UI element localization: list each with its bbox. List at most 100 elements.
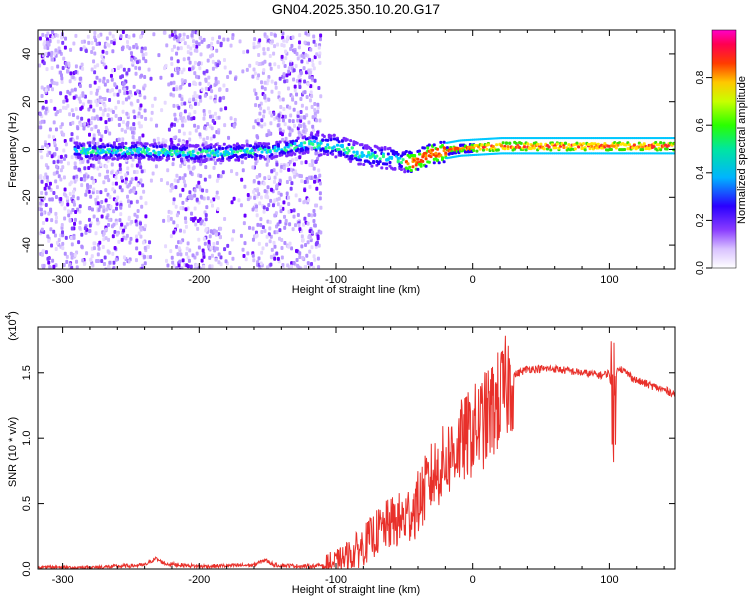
spectrogram-noise-cell bbox=[313, 174, 317, 179]
spectrogram-noise-cell bbox=[38, 112, 42, 117]
spectrogram-noise-cell bbox=[180, 101, 184, 106]
spectrogram-noise-cell bbox=[255, 175, 259, 180]
spectrogram-band-cell bbox=[564, 141, 568, 145]
spectrogram-noise-cell bbox=[120, 47, 124, 52]
spectrogram-noise-cell bbox=[90, 254, 94, 259]
spectrogram-noise-cell bbox=[174, 135, 178, 140]
spectrogram-noise-cell bbox=[252, 258, 256, 263]
spectrogram-noise-cell bbox=[226, 243, 230, 248]
spectrogram-noise-cell bbox=[166, 181, 170, 186]
spectrogram-band-cell bbox=[358, 158, 362, 162]
spectrogram-band-cell bbox=[418, 149, 422, 153]
spectrogram-halo-cell bbox=[570, 152, 574, 155]
spectrogram-band-cell bbox=[427, 160, 431, 164]
spectrogram-halo-cell bbox=[570, 137, 574, 140]
spectrogram-noise-cell bbox=[279, 105, 283, 110]
spectrogram-band-cell bbox=[221, 159, 225, 163]
spectrogram-band-cell bbox=[324, 147, 328, 151]
spectrogram-noise-cell bbox=[141, 30, 145, 35]
spectrogram-noise-cell bbox=[59, 159, 63, 164]
spectrogram-noise-cell bbox=[64, 142, 68, 147]
spectrogram-noise-cell bbox=[54, 32, 58, 37]
spectrogram-noise-cell bbox=[215, 178, 219, 183]
spectrogram-noise-cell bbox=[104, 164, 108, 169]
spectrogram-halo-cell bbox=[599, 137, 603, 140]
spectrogram-halo-cell bbox=[619, 152, 623, 155]
spectrogram-noise-cell bbox=[176, 46, 180, 51]
spectrogram-noise-cell bbox=[87, 166, 91, 171]
spectrogram-xlabel: Height of straight line (km) bbox=[292, 284, 420, 296]
spectrogram-noise-cell bbox=[110, 77, 114, 82]
spectrogram-band-cell bbox=[345, 154, 349, 158]
spectrogram-noise-cell bbox=[120, 127, 124, 132]
spectrogram-noise-cell bbox=[300, 103, 304, 108]
spectrogram-noise-cell bbox=[318, 37, 322, 42]
spectrogram-noise-cell bbox=[253, 71, 257, 76]
spectrogram-band-cell bbox=[500, 144, 504, 148]
spectrogram-noise-cell bbox=[251, 74, 255, 79]
spectrogram-halo-cell bbox=[523, 137, 527, 140]
spectrogram-noise-cell bbox=[100, 54, 104, 59]
spectrogram-noise-cell bbox=[319, 94, 323, 99]
spectrogram-noise-cell bbox=[44, 33, 48, 38]
spectrogram-halo-cell bbox=[531, 137, 535, 140]
spectrogram-noise-cell bbox=[295, 92, 299, 97]
spectrogram-band-cell bbox=[103, 145, 107, 149]
spectrogram-band-cell bbox=[390, 155, 394, 159]
spectrogram-noise-cell bbox=[289, 264, 293, 269]
spectrogram-noise-cell bbox=[284, 218, 288, 223]
spectrogram-noise-cell bbox=[50, 65, 54, 70]
spectrogram-noise-cell bbox=[252, 45, 256, 50]
spectrogram-band-cell bbox=[414, 163, 418, 167]
spectrogram-noise-cell bbox=[285, 191, 289, 196]
spectrogram-noise-cell bbox=[285, 179, 289, 184]
spectrogram-band-cell bbox=[508, 141, 512, 145]
spectrogram-halo-cell bbox=[562, 152, 566, 155]
spectrogram-noise-cell bbox=[141, 52, 145, 57]
spectrogram-noise-cell bbox=[104, 129, 108, 134]
spectrogram-noise-cell bbox=[277, 118, 281, 123]
spectrogram-noise-cell bbox=[173, 30, 177, 35]
spectrogram-band-cell bbox=[275, 154, 279, 158]
spectrogram-halo-cell bbox=[572, 152, 576, 155]
spectrogram-noise-cell bbox=[294, 64, 298, 69]
spectrogram-noise-cell bbox=[44, 99, 48, 104]
spectrogram-noise-cell bbox=[64, 193, 68, 198]
spectrogram-halo-cell bbox=[584, 137, 588, 140]
spectrogram-noise-cell bbox=[105, 36, 109, 41]
spectrogram-noise-cell bbox=[256, 188, 260, 193]
spectrogram-noise-cell bbox=[125, 222, 129, 227]
spectrogram-noise-cell bbox=[169, 210, 173, 215]
spectrogram-noise-cell bbox=[235, 171, 239, 176]
spectrogram-noise-cell bbox=[182, 57, 186, 62]
spectrogram-noise-cell bbox=[182, 229, 186, 234]
spectrogram-noise-cell bbox=[196, 226, 200, 231]
spectrogram-noise-cell bbox=[117, 65, 121, 70]
spectrogram-noise-cell bbox=[287, 244, 291, 249]
spectrogram-noise-cell bbox=[73, 161, 77, 166]
spectrogram-noise-cell bbox=[172, 44, 176, 49]
spectrogram-band-cell bbox=[439, 153, 443, 157]
spectrogram-noise-cell bbox=[275, 184, 279, 189]
spectrogram-noise-cell bbox=[292, 261, 296, 266]
spectrogram-halo-cell bbox=[627, 137, 631, 140]
spectrogram-noise-cell bbox=[312, 166, 316, 171]
spectrogram-band-cell bbox=[175, 146, 179, 150]
spectrogram-band-cell bbox=[577, 145, 581, 149]
spectrogram-noise-cell bbox=[313, 111, 317, 116]
spectrogram-noise-cell bbox=[99, 137, 103, 142]
spectrogram-halo-cell bbox=[521, 137, 525, 140]
spectrogram-noise-cell bbox=[162, 30, 166, 35]
spectrogram-noise-cell bbox=[127, 259, 131, 264]
spectrogram-noise-cell bbox=[259, 261, 263, 266]
spectrogram-noise-cell bbox=[61, 233, 65, 238]
spectrogram-noise-cell bbox=[104, 198, 108, 203]
spectrogram-band-cell bbox=[424, 157, 428, 161]
spectrogram-noise-cell bbox=[298, 173, 302, 178]
spectrogram-noise-cell bbox=[75, 135, 79, 140]
spectrogram-noise-cell bbox=[78, 220, 82, 225]
spectrogram-halo-cell bbox=[601, 137, 605, 140]
spectrogram-noise-cell bbox=[270, 169, 274, 174]
spectrogram-noise-cell bbox=[307, 235, 311, 240]
spectrogram-noise-cell bbox=[229, 43, 233, 48]
